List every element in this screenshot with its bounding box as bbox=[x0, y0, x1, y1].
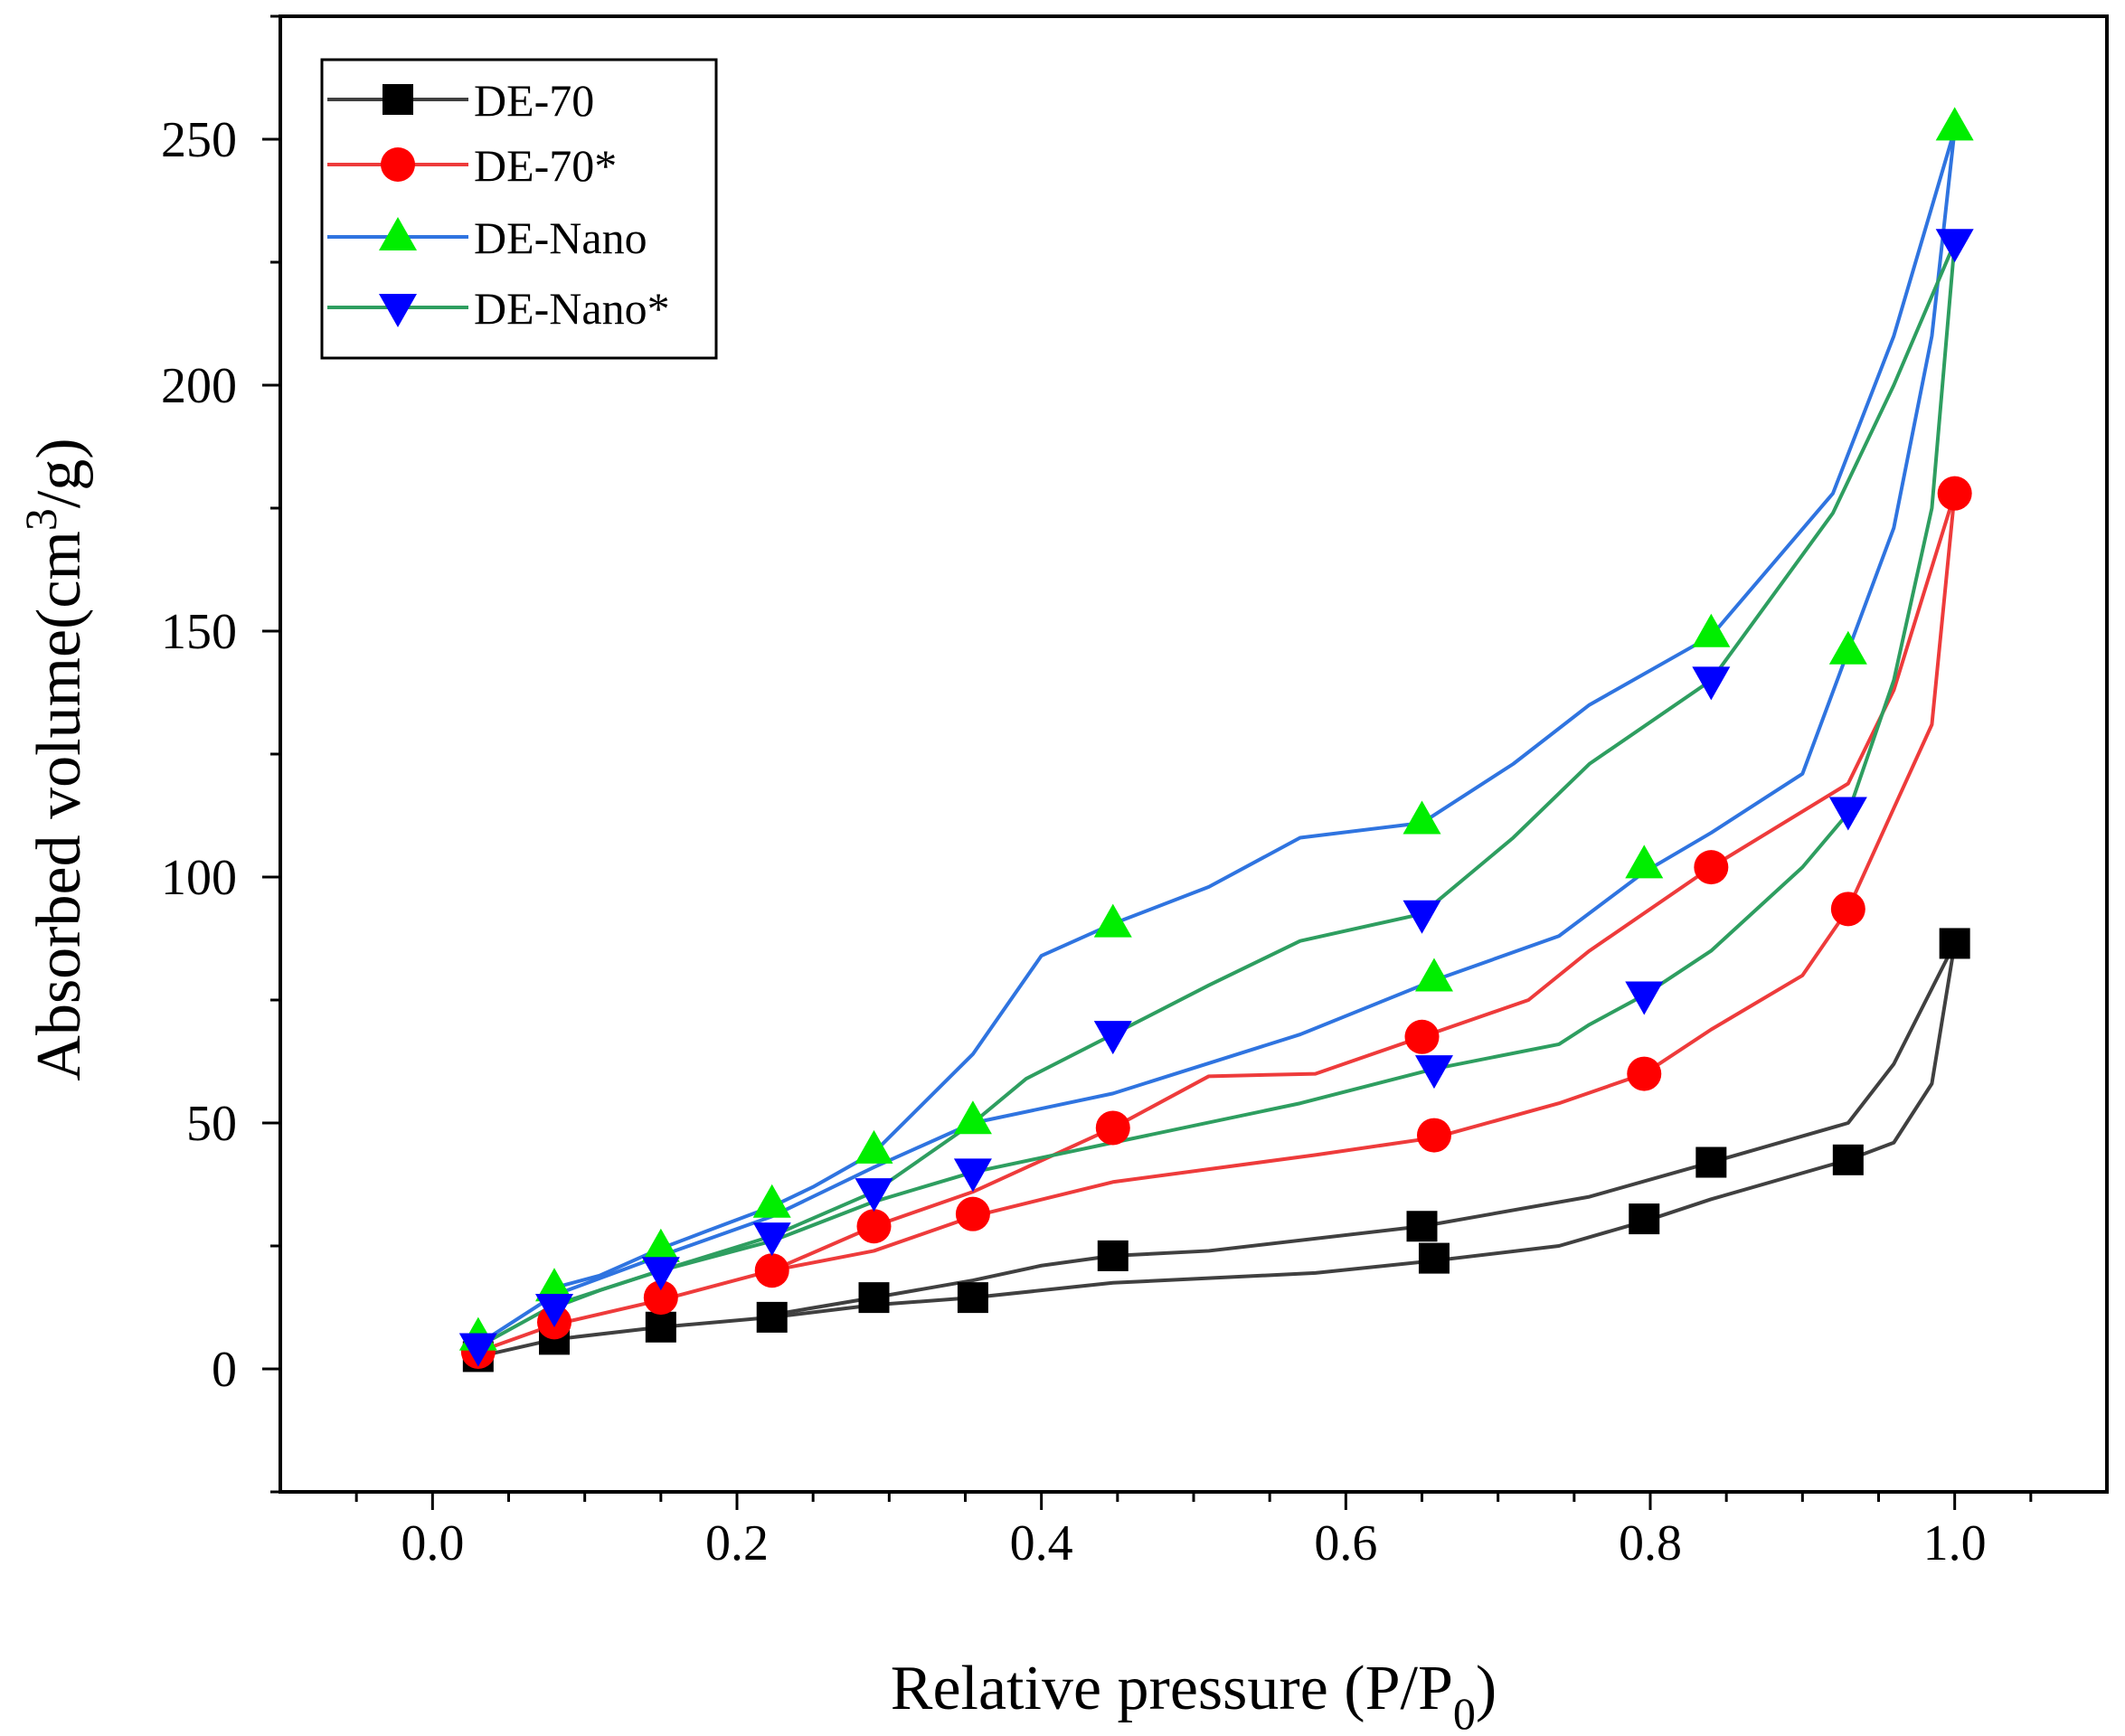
y-axis-ticks: 0 50 100 150 200 250 bbox=[161, 14, 280, 1494]
legend-label: DE-70 bbox=[474, 75, 594, 126]
x-tick-label: 0.2 bbox=[705, 1515, 769, 1571]
x-tick-label: 0.4 bbox=[1010, 1515, 1073, 1571]
x-axis-ticks: 0.0 0.2 0.4 0.6 0.8 1.0 bbox=[354, 1492, 2033, 1571]
series-marker bbox=[458, 1333, 497, 1367]
y-axis-title-superscript: 3 bbox=[15, 508, 66, 531]
series-marker bbox=[1935, 107, 1974, 141]
series-line-desorption bbox=[553, 241, 1957, 1309]
y-tick-label: 150 bbox=[161, 604, 237, 660]
series-line-adsorption bbox=[477, 242, 1957, 1349]
series-marker bbox=[1629, 1203, 1660, 1235]
series-marker bbox=[1093, 1021, 1132, 1055]
series-marker bbox=[1406, 1211, 1438, 1242]
series-marker bbox=[953, 1158, 992, 1193]
x-axis-title-subscript: 0 bbox=[1453, 1688, 1476, 1736]
series-marker bbox=[643, 1280, 678, 1316]
series-marker bbox=[955, 1196, 990, 1231]
series-marker bbox=[1625, 981, 1664, 1015]
series-marker bbox=[1828, 797, 1867, 831]
legend-marker-shape bbox=[379, 294, 417, 327]
legend-item-de-70: DE-70 bbox=[327, 75, 594, 126]
series-marker bbox=[957, 1282, 988, 1314]
x-tick-label: 0.0 bbox=[401, 1515, 464, 1571]
legend-label: DE-Nano bbox=[474, 212, 647, 263]
series-marker bbox=[1414, 1055, 1453, 1090]
series-marker bbox=[1093, 903, 1132, 938]
legend-label: DE-Nano* bbox=[474, 283, 670, 334]
series-marker bbox=[1694, 850, 1729, 885]
series-marker bbox=[645, 1311, 676, 1343]
series-line-adsorption bbox=[477, 943, 1957, 1359]
y-tick-label: 250 bbox=[161, 112, 237, 168]
x-tick-label: 1.0 bbox=[1923, 1515, 1987, 1571]
y-tick-label: 50 bbox=[186, 1096, 237, 1152]
series-marker bbox=[756, 1301, 788, 1333]
series-marker bbox=[752, 1184, 791, 1218]
legend-marker bbox=[379, 294, 417, 327]
series-marker bbox=[752, 1222, 791, 1257]
series-marker bbox=[855, 1178, 893, 1212]
x-tick-label: 0.6 bbox=[1314, 1515, 1377, 1571]
series-marker bbox=[1832, 1144, 1864, 1175]
series-marker bbox=[1095, 1110, 1130, 1146]
series-marker bbox=[1828, 630, 1867, 665]
legend-marker-shape bbox=[382, 84, 413, 115]
series-marker bbox=[1935, 229, 1974, 263]
series-line-adsorption bbox=[477, 493, 1957, 1354]
series-marker bbox=[858, 1282, 890, 1314]
series-marker bbox=[641, 1228, 680, 1262]
y-tick-label: 100 bbox=[161, 850, 237, 906]
series-line-desorption bbox=[770, 493, 1957, 1273]
legend-label: DE-70* bbox=[474, 140, 617, 191]
legend-item-de-nano-star: DE-Nano* bbox=[327, 283, 670, 334]
y-tick-label: 200 bbox=[161, 358, 237, 414]
series-marker bbox=[1402, 900, 1441, 934]
x-tick-label: 0.8 bbox=[1619, 1515, 1682, 1571]
legend-marker bbox=[381, 147, 415, 182]
series-marker bbox=[1692, 613, 1731, 647]
legend-marker-shape bbox=[381, 147, 415, 182]
legend-marker bbox=[379, 217, 417, 250]
y-axis-title: Absorbed volume(cm3/g) bbox=[15, 438, 94, 1080]
series-marker bbox=[1692, 666, 1731, 701]
series-marker bbox=[855, 1129, 893, 1164]
legend-item-de-nano: DE-Nano bbox=[327, 212, 647, 263]
series-marker bbox=[1418, 1242, 1450, 1274]
legend-item-de-70-star: DE-70* bbox=[327, 140, 617, 191]
series-markers bbox=[458, 107, 1974, 1373]
legend-marker bbox=[382, 84, 413, 115]
series-marker bbox=[1625, 844, 1664, 879]
series-marker bbox=[856, 1209, 892, 1244]
y-tick-label: 0 bbox=[212, 1342, 237, 1398]
series-marker bbox=[1937, 476, 1972, 511]
series-marker bbox=[953, 1100, 992, 1135]
series-marker bbox=[1695, 1146, 1727, 1178]
series-marker bbox=[535, 1294, 573, 1327]
series-marker bbox=[1402, 800, 1441, 835]
legend-marker-shape bbox=[379, 217, 417, 250]
series-marker bbox=[754, 1253, 789, 1288]
series-marker bbox=[641, 1257, 680, 1291]
series-marker bbox=[1830, 892, 1865, 927]
series-line-desorption bbox=[771, 942, 1957, 1317]
series-marker bbox=[1627, 1056, 1662, 1091]
series-marker bbox=[1939, 928, 1970, 959]
series-marker bbox=[1416, 1118, 1451, 1153]
series-marker bbox=[1404, 1019, 1440, 1054]
series-marker bbox=[535, 1268, 573, 1302]
series-marker bbox=[1414, 958, 1453, 992]
x-axis-title: Relative pressure (P/P0) bbox=[891, 1654, 1497, 1736]
legend: DE-70 DE-70* DE-Nano DE-Nano* bbox=[320, 58, 718, 360]
series-marker bbox=[1097, 1240, 1129, 1271]
